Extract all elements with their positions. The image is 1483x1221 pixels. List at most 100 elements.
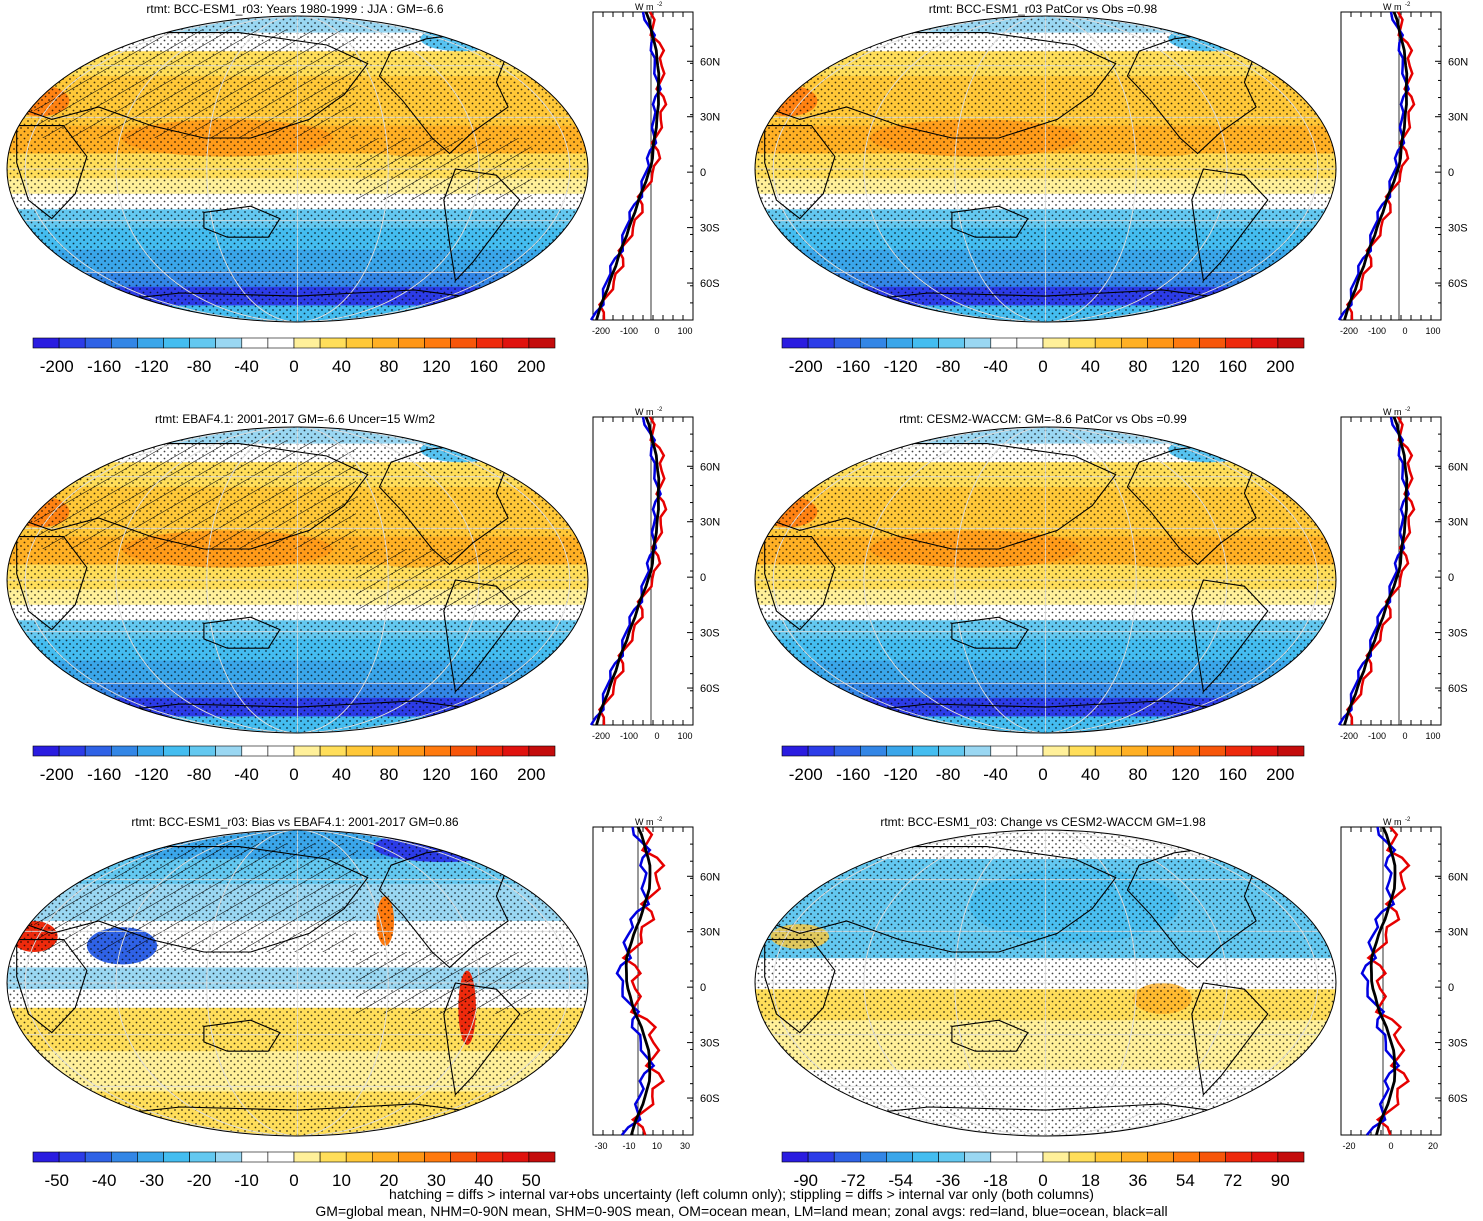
- lat-label: 60S: [1448, 278, 1468, 290]
- colorbar-swatches: [32, 337, 556, 349]
- colorbar-swatch: [137, 337, 164, 349]
- graticule: [206, 427, 389, 733]
- colorbar-label: -30: [139, 1171, 164, 1190]
- map-panel-4: [754, 426, 1337, 734]
- colorbar-swatch: [1094, 1151, 1122, 1163]
- colorbar-label: 54: [1176, 1171, 1195, 1190]
- colorbar-swatches: [32, 1151, 556, 1163]
- coastline: [63, 1103, 532, 1120]
- colorbar-label: -80: [936, 357, 961, 376]
- colorbar-label: 0: [289, 357, 298, 376]
- all-curve: [1343, 11, 1409, 321]
- lat-label: 0: [1448, 572, 1454, 584]
- colorbar-swatch: [886, 1151, 913, 1163]
- colorbar-swatch: [1173, 1151, 1200, 1163]
- map-border: [754, 15, 1337, 323]
- graticule: [206, 830, 389, 1136]
- lat-label: 60S: [700, 1093, 720, 1105]
- graticule: [772, 830, 1319, 1136]
- colorbar-swatch: [371, 337, 399, 349]
- map-panel-5: [6, 829, 589, 1137]
- coastline: [203, 205, 281, 238]
- unit-exponent: -2: [1405, 817, 1411, 823]
- graticule: [863, 427, 1228, 733]
- zonal-frame: [592, 416, 694, 726]
- coastline: [764, 939, 836, 1034]
- x-label: -200: [1340, 326, 1358, 336]
- x-label: -100: [620, 326, 638, 336]
- colorbar-swatch: [1277, 337, 1305, 349]
- lat-label: 0: [700, 572, 706, 584]
- colorbar-label: -20: [187, 1171, 212, 1190]
- colorbar-swatch: [32, 745, 60, 757]
- zonal-plot-4: W m -2 60N 30N 0 30S 60S -200 -100 0 100: [1337, 407, 1468, 741]
- lat-label: 30N: [1448, 112, 1468, 124]
- footnote-line-2: GM=global mean, NHM=0-90N mean, SHM=0-90…: [315, 1203, 1168, 1219]
- colorbar-swatch: [1094, 337, 1122, 349]
- colorbar-label: -40: [234, 357, 259, 376]
- lat-label: 60N: [1448, 56, 1468, 68]
- ocean-curve: [615, 826, 656, 1136]
- unit-label: W m: [1383, 2, 1402, 12]
- colorbar-swatch: [189, 745, 217, 757]
- coastline: [811, 1103, 1280, 1120]
- colorbar-swatch: [293, 1151, 321, 1163]
- colorbar-swatch: [1199, 1151, 1227, 1163]
- colorbar-swatch: [833, 1151, 861, 1163]
- unit-label: W m: [635, 817, 654, 827]
- coastline: [1191, 579, 1269, 693]
- colorbar-swatch: [912, 745, 939, 757]
- colorbar-swatch: [293, 337, 321, 349]
- all-curve: [1343, 416, 1409, 726]
- land-curve: [1345, 11, 1416, 321]
- colorbar-swatch: [781, 1151, 809, 1163]
- colorbar-swatch: [345, 1151, 373, 1163]
- colorbar-1: -200 -160 -120 -80 -40 0 40 80 120 160 200: [32, 337, 556, 376]
- coastline: [1220, 430, 1281, 463]
- colorbar-swatch: [781, 337, 809, 349]
- colorbar-swatch: [424, 1151, 451, 1163]
- panel-title-5: rtmt: BCC-ESM1_r03: Bias vs EBAF4.1: 200…: [131, 815, 459, 829]
- unit-label: W m: [1383, 817, 1402, 827]
- colorbar-label: 200: [1266, 357, 1294, 376]
- colorbar-label: 10: [332, 1171, 351, 1190]
- colorbar-swatch: [424, 745, 451, 757]
- colorbar-label: -10: [234, 1171, 259, 1190]
- colorbar-swatch: [1277, 745, 1305, 757]
- colorbar-swatch: [1277, 1151, 1305, 1163]
- zonal-plot-3: W m -2 60N 30N 0 30S 60S -200 -100 0 100: [589, 407, 720, 741]
- colorbar-label: -200: [789, 357, 823, 376]
- lat-label: 30N: [700, 112, 720, 124]
- coastline: [443, 982, 521, 1096]
- colorbar-swatch: [163, 745, 190, 757]
- colorbar-label: -200: [40, 765, 74, 784]
- colorbar-label: 160: [470, 765, 498, 784]
- colorbar-label: -120: [135, 765, 169, 784]
- colorbar-2: -200 -160 -120 -80 -40 0 40 80 120 160 200: [781, 337, 1305, 376]
- hatching: [34, 29, 356, 138]
- colorbar-swatches: [32, 745, 556, 757]
- colorbar-swatch: [528, 1151, 556, 1163]
- lat-label: 30S: [1448, 628, 1468, 640]
- lat-label: 60S: [1448, 1093, 1468, 1105]
- graticule: [24, 830, 571, 1136]
- colorbar-swatch: [912, 1151, 939, 1163]
- colorbar-swatch: [345, 337, 373, 349]
- coastline: [1191, 168, 1269, 282]
- colorbar-swatch: [424, 337, 451, 349]
- colorbar-label: 120: [1171, 357, 1199, 376]
- colorbar-swatch: [990, 1151, 1018, 1163]
- zonal-frame: [592, 11, 694, 321]
- colorbar-swatch: [1173, 745, 1200, 757]
- unit-exponent: -2: [657, 2, 663, 8]
- all-curve: [1369, 826, 1397, 1136]
- lat-label: 0: [700, 982, 706, 994]
- colorbar-swatch: [1147, 745, 1174, 757]
- colorbar-swatch: [528, 745, 556, 757]
- x-label: 30: [680, 1141, 690, 1151]
- lat-label: 60S: [700, 683, 720, 695]
- x-label: 100: [1425, 731, 1440, 741]
- map-panel-2: [754, 15, 1337, 323]
- coastline: [1220, 19, 1281, 52]
- coastline: [203, 616, 281, 649]
